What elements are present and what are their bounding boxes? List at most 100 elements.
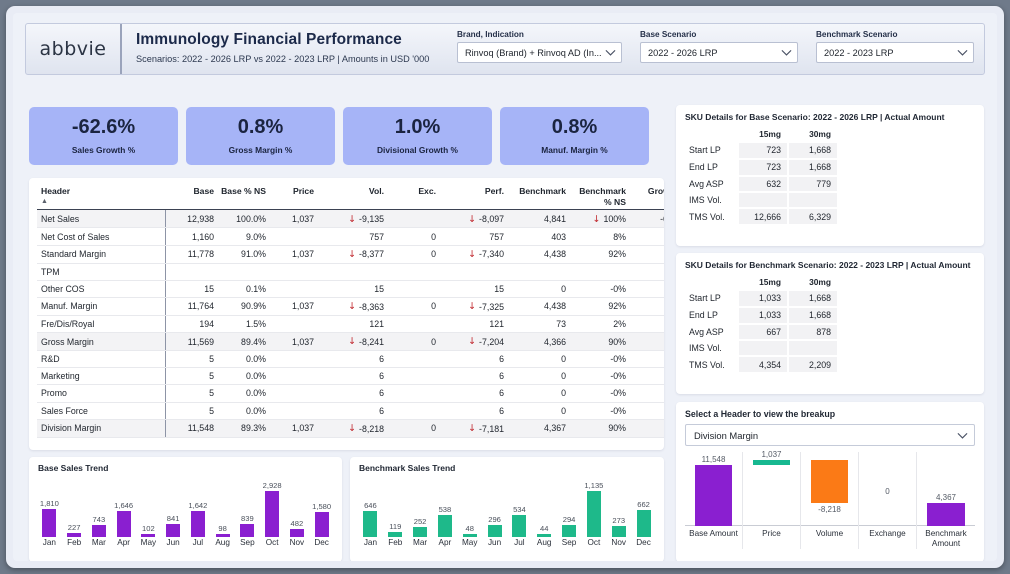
trend-column[interactable]: 48 [457,475,482,537]
col-perf[interactable]: Perf. [484,186,504,196]
trend-bar[interactable] [413,527,427,537]
trend-column[interactable]: 534 [507,475,532,537]
base-scenario-select[interactable]: 2022 - 2026 LRP [640,42,798,63]
trend-column[interactable]: 273 [606,475,631,537]
filter-benchmark-scenario: Benchmark Scenario 2022 - 2023 LRP [816,30,974,63]
trend-bar[interactable] [265,491,280,537]
col-base[interactable]: Base [193,186,214,196]
table-row[interactable]: Gross Margin 11,569 89.4% 1,037 ↓ -8,241 0 ↓ -7,… [37,332,664,351]
table-row[interactable]: Standard Margin 11,778 91.0% 1,037 ↓ -8,377 0 ↓… [37,245,664,264]
table-row[interactable]: Net Sales 12,938 100.0% 1,037 ↓ -9,135 ↓ -8,097… [37,209,664,229]
benchmark-scenario-select[interactable]: 2022 - 2023 LRP [816,42,974,63]
trend-bar[interactable] [116,511,131,537]
waterfall-column[interactable]: 1,037 [743,450,801,526]
table-row[interactable]: Manuf. Margin 11,764 90.9% 1,037 ↓ -8,363 0 ↓ -7… [37,297,664,316]
trend-bar[interactable] [190,511,205,537]
trend-bar[interactable] [562,525,576,537]
col-growth-pct[interactable]: Growth % [647,186,664,196]
col-base-pct-ns[interactable]: Base % NS [221,186,266,196]
trend-column[interactable]: 662 [631,475,656,537]
col-header[interactable]: Header ▲ [37,185,165,209]
kpi-card[interactable]: -62.6% Sales Growth % [29,107,178,165]
trend-column[interactable]: 1,810 [37,475,62,537]
trend-column[interactable]: 538 [433,475,458,537]
waterfall-column[interactable]: -8,218 [801,452,859,526]
trend-column[interactable]: 646 [358,475,383,537]
trend-bar[interactable] [487,525,502,537]
trend-column[interactable]: 1,135 [582,475,607,537]
waterfall-bar[interactable] [927,503,965,526]
trend-bar[interactable] [512,515,527,537]
sku-row: IMS Vol. [685,341,837,356]
kpi-card[interactable]: 1.0% Divisional Growth % [343,107,492,165]
table-row[interactable]: R&D50.0%660-0%0.0% [37,350,664,369]
trend-bar[interactable] [363,511,378,537]
waterfall-column[interactable]: 11,548 [685,452,743,526]
trend-bar[interactable] [611,526,626,537]
table-row[interactable]: TPM [37,263,664,281]
trend-column[interactable]: 1,642 [186,475,211,537]
trend-bar[interactable] [388,532,403,537]
kpi-card[interactable]: 0.8% Manuf. Margin % [500,107,649,165]
cell-base-ns: 0.0% [217,384,269,403]
col-vol[interactable]: Vol. [368,186,384,196]
brand-indication-select[interactable]: Rinvoq (Brand) + Rinvoq AD (In... [457,42,622,63]
trend-column[interactable]: 98 [210,475,235,537]
col-price[interactable]: Price [292,186,314,196]
cell-price: 1,037 [269,419,317,438]
trend-column[interactable]: 102 [136,475,161,537]
trend-bar[interactable] [437,515,452,537]
abbvie-logo: abbvie [26,24,122,74]
trend-column[interactable]: 841 [161,475,186,537]
trend-bar[interactable] [289,529,304,537]
trend-column[interactable]: 743 [87,475,112,537]
trend-bar[interactable] [215,534,230,537]
trend-bar[interactable] [141,534,156,537]
trend-column[interactable]: 119 [383,475,408,537]
trend-column[interactable]: 252 [408,475,433,537]
trend-column[interactable]: 227 [62,475,87,537]
waterfall-bar[interactable] [695,465,732,526]
table-row[interactable]: Net Cost of Sales1,1609.0%75707574038%0.… [37,227,664,246]
trend-column[interactable]: 482 [285,475,310,537]
trend-column[interactable]: 296 [482,475,507,537]
waterfall-column[interactable]: 0 [859,452,917,526]
trend-column[interactable]: 2,928 [260,475,285,537]
trend-bar[interactable] [636,510,651,537]
col-benchmark-pct-ns[interactable]: Benchmark % NS [579,186,626,207]
trend-bar[interactable] [67,533,82,537]
waterfall-bar[interactable] [753,460,790,465]
trend-column[interactable]: 839 [235,475,260,537]
cell-price: 1,037 [269,245,317,264]
trend-bar[interactable] [537,534,552,537]
trend-bar[interactable] [314,512,329,537]
waterfall-bar[interactable] [811,460,848,503]
waterfall-column[interactable]: 4,367 [917,452,975,526]
trend-bar[interactable] [240,524,255,537]
sku-row-label: Start LP [689,145,721,156]
breakup-header-select[interactable]: Division Margin [685,424,975,446]
col-exc[interactable]: Exc. [418,186,436,196]
trend-column[interactable]: 44 [532,475,557,537]
col-benchmark[interactable]: Benchmark [519,186,566,196]
sku-col-15mg: 15mg [759,277,781,287]
trend-bar[interactable] [462,534,477,537]
table-row[interactable]: Division Margin 11,548 89.3% 1,037 ↓ -8,218 0 ↓… [37,419,664,438]
cell-benchmark: 0 [507,280,569,298]
trend-column[interactable]: 294 [557,475,582,537]
row-label: Standard Margin [37,245,166,264]
trend-column[interactable]: 1,646 [111,475,136,537]
trend-bar[interactable] [586,491,601,537]
trend-column[interactable]: 1,580 [309,475,334,537]
breakup-title: Select a Header to view the breakup [685,409,836,419]
trend-bar[interactable] [91,525,106,537]
kpi-card[interactable]: 0.8% Gross Margin % [186,107,335,165]
trend-bar-label: 662 [637,500,650,509]
trend-bar[interactable] [166,524,181,537]
trend-bar[interactable] [42,509,57,537]
